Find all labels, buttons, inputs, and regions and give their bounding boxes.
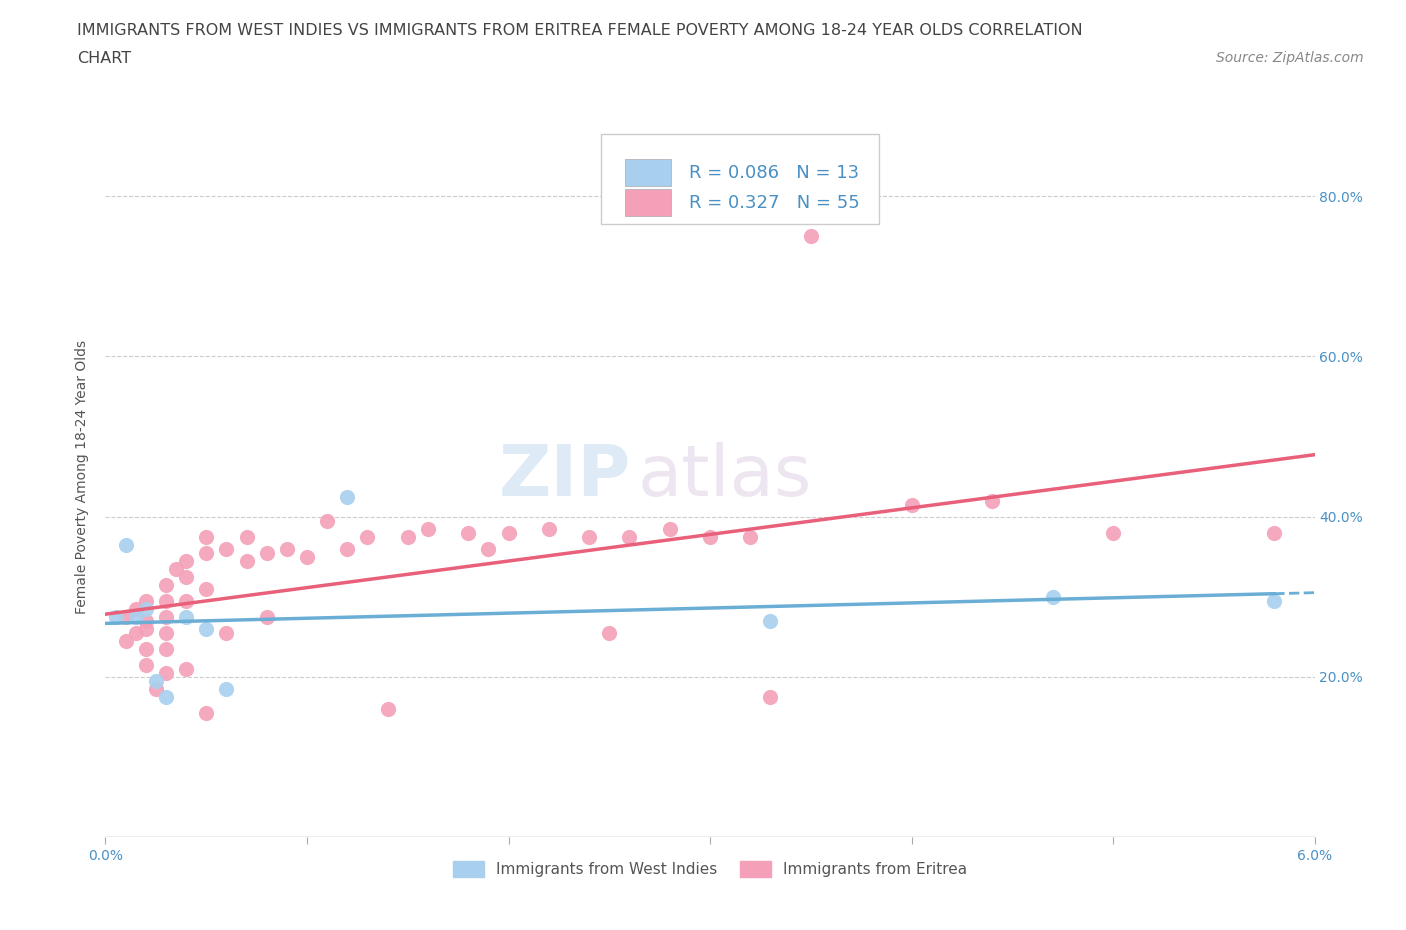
Point: [104, 609, 127, 624]
Point: [114, 609, 136, 624]
Point: [800, 229, 823, 244]
Point: [174, 609, 197, 624]
Point: [256, 545, 278, 560]
Text: Source: ZipAtlas.com: Source: ZipAtlas.com: [1216, 51, 1364, 65]
Point: [135, 614, 157, 629]
Point: [235, 553, 257, 568]
Text: ZIP: ZIP: [499, 442, 631, 512]
Point: [155, 609, 177, 624]
Point: [235, 529, 257, 544]
Point: [155, 625, 177, 640]
Point: [174, 661, 197, 676]
Point: [114, 538, 136, 552]
Text: R = 0.327   N = 55: R = 0.327 N = 55: [689, 193, 860, 211]
Point: [124, 625, 148, 640]
Point: [699, 529, 721, 544]
Point: [135, 642, 157, 657]
Point: [135, 593, 157, 608]
Point: [498, 525, 520, 540]
Point: [155, 593, 177, 608]
Point: [316, 513, 339, 528]
Point: [1263, 593, 1285, 608]
Point: [174, 593, 197, 608]
Point: [124, 602, 148, 617]
Point: [1263, 525, 1285, 540]
Point: [195, 581, 218, 596]
FancyBboxPatch shape: [602, 134, 879, 224]
Point: [135, 621, 157, 636]
Point: [1102, 525, 1125, 540]
Point: [135, 602, 157, 617]
Text: R = 0.086   N = 13: R = 0.086 N = 13: [689, 164, 859, 181]
Point: [155, 689, 177, 704]
Point: [457, 525, 479, 540]
Point: [981, 493, 1004, 508]
Point: [578, 529, 600, 544]
FancyBboxPatch shape: [626, 159, 671, 186]
Point: [195, 545, 218, 560]
Point: [215, 682, 238, 697]
Point: [124, 609, 148, 624]
Point: [145, 673, 167, 688]
Text: CHART: CHART: [77, 51, 131, 66]
Point: [165, 562, 187, 577]
Point: [336, 541, 359, 556]
FancyBboxPatch shape: [626, 189, 671, 216]
Point: [396, 529, 419, 544]
Text: IMMIGRANTS FROM WEST INDIES VS IMMIGRANTS FROM ERITREA FEMALE POVERTY AMONG 18-2: IMMIGRANTS FROM WEST INDIES VS IMMIGRANT…: [77, 23, 1083, 38]
Point: [356, 529, 378, 544]
Point: [1042, 590, 1064, 604]
Point: [174, 553, 197, 568]
Point: [658, 521, 681, 536]
Point: [215, 541, 238, 556]
Point: [276, 541, 298, 556]
Point: [195, 706, 218, 721]
Point: [377, 701, 399, 716]
Point: [155, 665, 177, 680]
Point: [336, 489, 359, 504]
Point: [295, 550, 318, 565]
Point: [759, 689, 782, 704]
Point: [174, 569, 197, 584]
Point: [900, 498, 922, 512]
Point: [256, 609, 278, 624]
Y-axis label: Female Poverty Among 18-24 Year Olds: Female Poverty Among 18-24 Year Olds: [76, 339, 90, 614]
Point: [135, 658, 157, 672]
Point: [619, 529, 641, 544]
Point: [114, 633, 136, 648]
Point: [759, 614, 782, 629]
Point: [195, 529, 218, 544]
Point: [477, 541, 499, 556]
Point: [155, 578, 177, 592]
Point: [145, 682, 167, 697]
Point: [416, 521, 439, 536]
Text: atlas: atlas: [637, 442, 811, 512]
Point: [195, 621, 218, 636]
Legend: Immigrants from West Indies, Immigrants from Eritrea: Immigrants from West Indies, Immigrants …: [447, 856, 973, 884]
Point: [598, 625, 620, 640]
Point: [537, 521, 560, 536]
Point: [740, 529, 762, 544]
Point: [155, 642, 177, 657]
Point: [215, 625, 238, 640]
